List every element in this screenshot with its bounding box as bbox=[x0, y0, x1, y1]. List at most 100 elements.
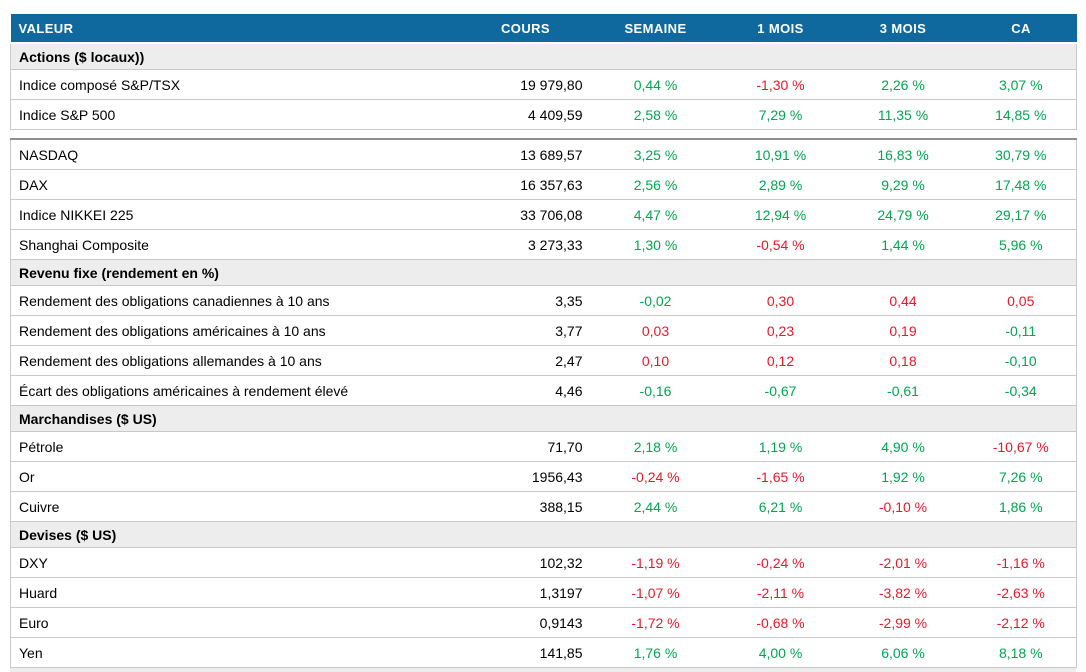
row-label: Indice NIKKEI 225 bbox=[10, 199, 461, 230]
section-title: Revenu fixe (rendement en %) bbox=[10, 259, 1077, 286]
row-change-ca: -2,63 % bbox=[965, 577, 1077, 608]
row-change-1mois: 6,21 % bbox=[720, 491, 841, 522]
row-cours: 102,32 bbox=[460, 547, 591, 578]
column-header-cours: COURS bbox=[460, 14, 591, 44]
row-change-semaine: 0,03 bbox=[590, 315, 721, 346]
row-change-ca: -0,34 bbox=[965, 375, 1077, 406]
row-change-ca: -2,12 % bbox=[965, 607, 1077, 638]
section-row: Marchandises ($ US) bbox=[10, 405, 1077, 432]
row-label: Huard bbox=[10, 577, 461, 608]
row-label: Rendement des obligations allemandes à 1… bbox=[10, 345, 461, 376]
row-cours: 2,47 bbox=[460, 345, 591, 376]
row-change-ca: 5,96 % bbox=[965, 229, 1077, 260]
market-summary-table: VALEUR COURS SEMAINE 1 MOIS 3 MOIS CA Ac… bbox=[10, 14, 1077, 668]
row-change-semaine: -1,72 % bbox=[590, 607, 721, 638]
row-change-3mois: 1,92 % bbox=[840, 461, 966, 492]
row-label: Rendement des obligations canadiennes à … bbox=[10, 285, 461, 316]
row-change-1mois: 2,89 % bbox=[720, 169, 841, 200]
row-change-1mois: -1,30 % bbox=[720, 69, 841, 100]
row-change-semaine: -0,16 bbox=[590, 375, 721, 406]
section-row: Revenu fixe (rendement en %) bbox=[10, 259, 1077, 286]
row-label: Écart des obligations américaines à rend… bbox=[10, 375, 461, 406]
table-row: Indice NIKKEI 225 33 706,08 4,47 % 12,94 % 2… bbox=[10, 199, 1077, 230]
row-change-ca: 7,26 % bbox=[965, 461, 1077, 492]
table-row: Rendement des obligations canadiennes à … bbox=[10, 285, 1077, 316]
row-change-ca: -1,16 % bbox=[965, 547, 1077, 578]
row-label: DAX bbox=[10, 169, 461, 200]
table-row: Cuivre 388,15 2,44 % 6,21 % -0,10 % 1,86 % bbox=[10, 491, 1077, 522]
section-title: Actions ($ locaux)) bbox=[10, 42, 1077, 70]
row-change-semaine: -0,02 bbox=[590, 285, 721, 316]
market-summary-table-wrap: VALEUR COURS SEMAINE 1 MOIS 3 MOIS CA Ac… bbox=[10, 14, 1077, 672]
row-cours: 4 409,59 bbox=[460, 99, 591, 130]
row-change-ca: 14,85 % bbox=[965, 99, 1077, 130]
row-change-1mois: 7,29 % bbox=[720, 99, 841, 130]
row-change-semaine: 3,25 % bbox=[590, 139, 721, 170]
row-label: Euro bbox=[10, 607, 461, 638]
row-cours: 141,85 bbox=[460, 637, 591, 668]
table-row: NASDAQ 13 689,57 3,25 % 10,91 % 16,83 % 30,79… bbox=[10, 139, 1077, 170]
row-change-semaine: 0,10 bbox=[590, 345, 721, 376]
row-change-ca: 3,07 % bbox=[965, 69, 1077, 100]
row-label: DXY bbox=[10, 547, 461, 578]
row-change-3mois: -0,10 % bbox=[840, 491, 966, 522]
table-row: DXY 102,32 -1,19 % -0,24 % -2,01 % -1,16 % bbox=[10, 547, 1077, 578]
table-row: Shanghai Composite 3 273,33 1,30 % -0,54 % 1… bbox=[10, 229, 1077, 260]
row-cours: 13 689,57 bbox=[460, 139, 591, 170]
row-change-ca: -0,11 bbox=[965, 315, 1077, 346]
market-summary-page: { "colors": { "header_bg": "#10699E", "h… bbox=[10, 14, 1077, 672]
row-change-semaine: 2,44 % bbox=[590, 491, 721, 522]
row-change-semaine: 2,18 % bbox=[590, 431, 721, 462]
row-change-3mois: 6,06 % bbox=[840, 637, 966, 668]
row-change-3mois: -2,99 % bbox=[840, 607, 966, 638]
row-change-3mois: 4,90 % bbox=[840, 431, 966, 462]
row-label: NASDAQ bbox=[10, 139, 461, 170]
row-change-3mois: 0,19 bbox=[840, 315, 966, 346]
row-change-ca: 30,79 % bbox=[965, 139, 1077, 170]
row-change-semaine: -1,07 % bbox=[590, 577, 721, 608]
row-change-1mois: 0,23 bbox=[720, 315, 841, 346]
column-header-3mois: 3 MOIS bbox=[840, 14, 966, 44]
row-change-semaine: 2,58 % bbox=[590, 99, 721, 130]
table-row: Euro 0,9143 -1,72 % -0,68 % -2,99 % -2,12 % bbox=[10, 607, 1077, 638]
page-break-divider-line bbox=[10, 129, 1077, 140]
row-change-ca: 8,18 % bbox=[965, 637, 1077, 668]
row-cours: 3,77 bbox=[460, 315, 591, 346]
row-change-1mois: -1,65 % bbox=[720, 461, 841, 492]
table-header: VALEUR COURS SEMAINE 1 MOIS 3 MOIS CA bbox=[10, 14, 1077, 44]
row-cours: 19 979,80 bbox=[460, 69, 591, 100]
row-change-1mois: -0,67 bbox=[720, 375, 841, 406]
row-cours: 1956,43 bbox=[460, 461, 591, 492]
row-change-3mois: 0,18 bbox=[840, 345, 966, 376]
table-row: Pétrole 71,70 2,18 % 1,19 % 4,90 % -10,67 % bbox=[10, 431, 1077, 462]
table-row: Indice S&P 500 4 409,59 2,58 % 7,29 % 11,35 … bbox=[10, 99, 1077, 130]
row-label: Pétrole bbox=[10, 431, 461, 462]
row-change-3mois: -3,82 % bbox=[840, 577, 966, 608]
row-change-3mois: 11,35 % bbox=[840, 99, 966, 130]
row-change-ca: -0,10 bbox=[965, 345, 1077, 376]
row-change-semaine: 1,30 % bbox=[590, 229, 721, 260]
row-label: Indice S&P 500 bbox=[10, 99, 461, 130]
row-change-3mois: 0,44 bbox=[840, 285, 966, 316]
market-table-body: Actions ($ locaux)) Indice composé S&P/TS… bbox=[10, 42, 1077, 668]
row-change-1mois: -2,11 % bbox=[720, 577, 841, 608]
row-change-semaine: -0,24 % bbox=[590, 461, 721, 492]
row-change-1mois: 0,30 bbox=[720, 285, 841, 316]
row-change-1mois: 10,91 % bbox=[720, 139, 841, 170]
row-change-3mois: -2,01 % bbox=[840, 547, 966, 578]
row-change-ca: -10,67 % bbox=[965, 431, 1077, 462]
row-cours: 0,9143 bbox=[460, 607, 591, 638]
table-row: Écart des obligations américaines à rend… bbox=[10, 375, 1077, 406]
row-change-3mois: 1,44 % bbox=[840, 229, 966, 260]
row-change-ca: 17,48 % bbox=[965, 169, 1077, 200]
row-cours: 3 273,33 bbox=[460, 229, 591, 260]
row-label: Cuivre bbox=[10, 491, 461, 522]
row-change-semaine: 1,76 % bbox=[590, 637, 721, 668]
row-cours: 4,46 bbox=[460, 375, 591, 406]
row-change-1mois: 0,12 bbox=[720, 345, 841, 376]
row-label: Shanghai Composite bbox=[10, 229, 461, 260]
row-change-3mois: 24,79 % bbox=[840, 199, 966, 230]
column-header-1mois: 1 MOIS bbox=[720, 14, 841, 44]
table-row: DAX 16 357,63 2,56 % 2,89 % 9,29 % 17,48 % bbox=[10, 169, 1077, 200]
column-header-ca: CA bbox=[965, 14, 1077, 44]
